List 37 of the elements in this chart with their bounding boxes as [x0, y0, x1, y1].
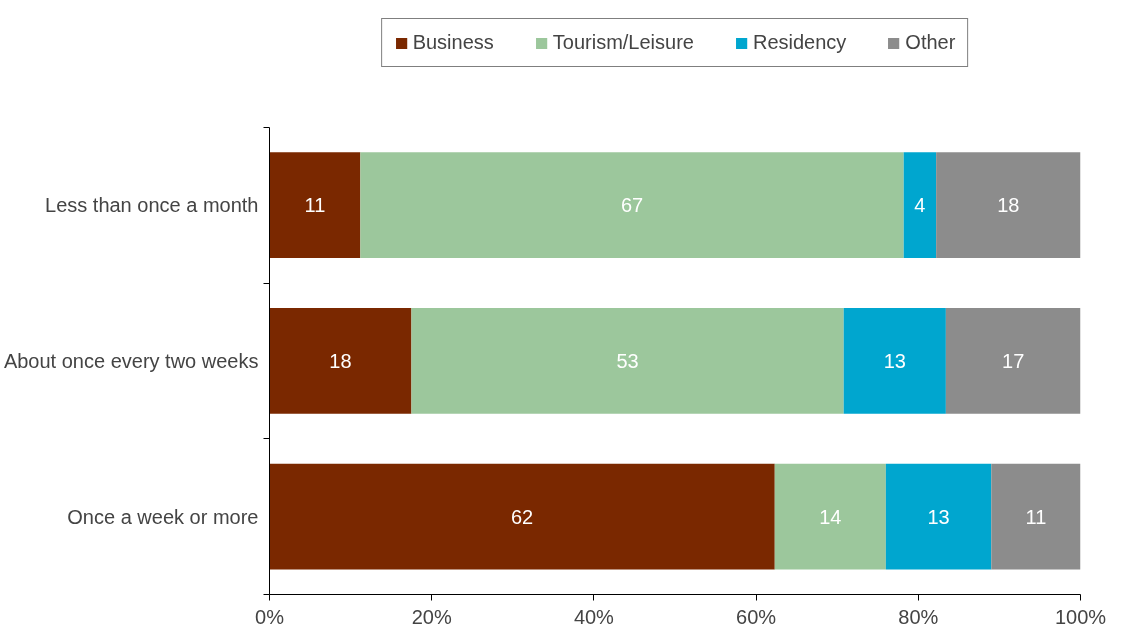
- bar: [411, 307, 844, 414]
- data-label: 17: [1002, 349, 1025, 372]
- data-label: 13: [927, 505, 950, 528]
- legend-label: Residency: [752, 31, 847, 54]
- x-tick-label: 20%: [411, 605, 452, 628]
- bar: [945, 307, 1081, 414]
- y-tick-label: Less than once a month: [45, 194, 259, 217]
- data-label: 11: [304, 194, 326, 217]
- bar: [885, 463, 992, 570]
- legend-label: Tourism/Leisure: [552, 31, 694, 54]
- data-label: 67: [620, 194, 644, 217]
- x-tick-label: 0%: [255, 605, 285, 628]
- data-label: 18: [997, 194, 1020, 217]
- y-tick-label: Once a week or more: [67, 505, 259, 528]
- bar: [360, 152, 904, 259]
- legend-label: Other: [905, 31, 956, 54]
- data-label: 53: [616, 349, 639, 372]
- bar: [991, 463, 1081, 570]
- data-label: 13: [883, 349, 906, 372]
- data-label: 14: [819, 505, 842, 528]
- data-label: 18: [329, 349, 352, 372]
- bar: [843, 307, 946, 414]
- data-label: 11: [1025, 505, 1047, 528]
- bar: [936, 152, 1081, 259]
- bar: [774, 463, 886, 570]
- bar: [903, 152, 937, 259]
- legend-label: Business: [412, 31, 494, 54]
- data-label: 62: [511, 505, 534, 528]
- x-tick-label: 40%: [573, 605, 615, 628]
- bar: [269, 152, 361, 259]
- bar: [269, 463, 775, 570]
- bar: [269, 307, 412, 414]
- data-label: 4: [914, 194, 926, 217]
- x-tick-label: 60%: [736, 605, 777, 628]
- x-tick-label: 80%: [898, 605, 939, 628]
- y-tick-label: About once every two weeks: [3, 349, 259, 372]
- x-tick-label: 100%: [1054, 605, 1107, 628]
